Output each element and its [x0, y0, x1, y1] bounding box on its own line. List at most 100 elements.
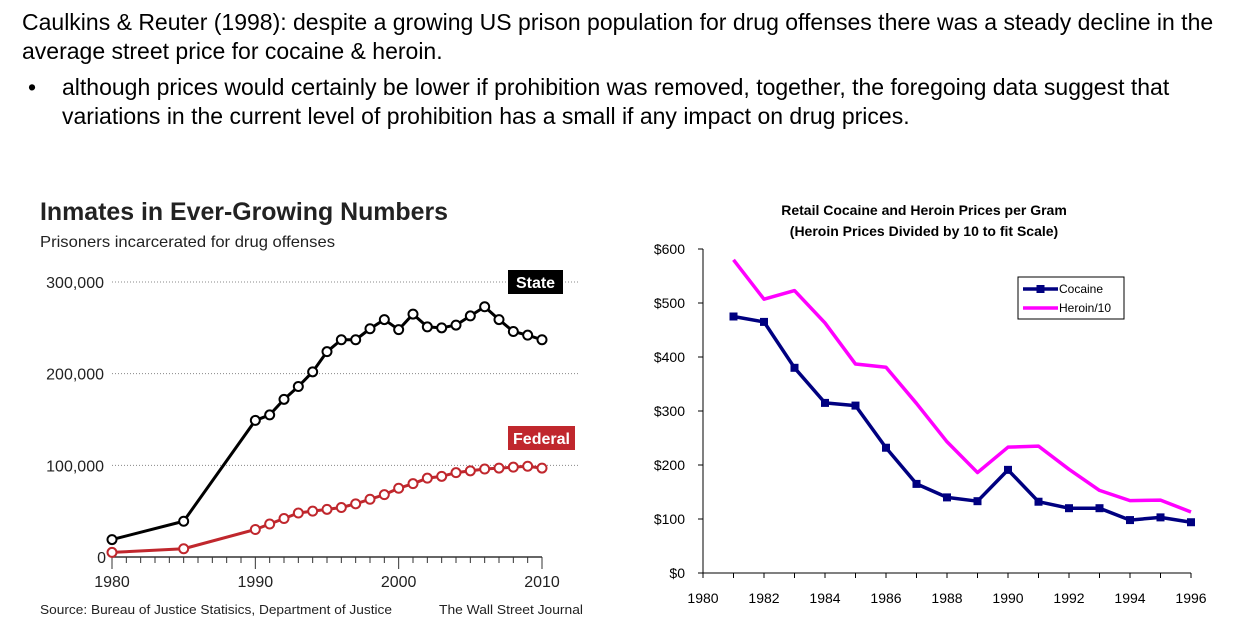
data-point	[364, 323, 376, 335]
data-point	[421, 321, 433, 333]
x-tick-label: 1984	[809, 590, 840, 606]
data-point	[760, 317, 768, 326]
data-point	[912, 479, 921, 488]
x-tick-label: 1988	[931, 590, 962, 606]
x-tick-label: 1990	[992, 590, 1023, 606]
data-point	[436, 470, 448, 482]
data-point	[292, 381, 304, 392]
data-point	[479, 301, 491, 313]
data-point	[178, 543, 190, 555]
data-point	[1034, 497, 1043, 506]
data-point	[350, 498, 362, 510]
data-point	[307, 505, 319, 517]
data-point	[1065, 504, 1073, 513]
data-point	[450, 467, 462, 479]
y-tick-label: 300,000	[46, 275, 104, 292]
series-label-box	[508, 270, 563, 294]
data-point	[1156, 513, 1165, 522]
legend-marker	[1036, 285, 1045, 293]
data-point	[378, 314, 390, 326]
x-tick-label: 2010	[524, 574, 560, 591]
data-point	[973, 497, 982, 506]
bullet-dot: •	[28, 74, 37, 100]
data-point	[249, 524, 261, 535]
drug-prices-chart: Retail Cocaine and Heroin Prices per Gra…	[654, 202, 1207, 606]
data-point	[522, 460, 534, 472]
data-point	[536, 462, 548, 474]
x-tick-label: 1990	[238, 574, 274, 591]
data-point	[378, 489, 390, 501]
data-point	[249, 414, 261, 426]
x-tick-label: 1986	[870, 590, 901, 606]
data-point	[264, 409, 276, 421]
data-point	[464, 310, 476, 322]
data-point	[464, 465, 476, 477]
y-tick-label: $300	[654, 403, 685, 419]
data-point	[350, 334, 362, 346]
y-tick-label: $200	[654, 457, 685, 473]
data-point	[335, 502, 347, 513]
data-point	[178, 515, 190, 527]
data-point	[536, 334, 548, 346]
data-point	[335, 334, 347, 346]
data-point	[436, 322, 448, 334]
data-point	[450, 319, 462, 331]
data-point	[393, 482, 405, 494]
y-tick-label: $100	[654, 511, 685, 527]
data-point	[821, 398, 829, 407]
series-line	[733, 314, 1192, 524]
data-point	[421, 472, 433, 484]
y-tick-label: 200,000	[46, 367, 104, 384]
series-label-box	[508, 426, 575, 450]
legend-label: Heroin/10	[1059, 301, 1111, 315]
data-point	[943, 493, 951, 502]
y-tick-label: $600	[654, 241, 685, 257]
data-point	[882, 443, 890, 452]
inmates-chart: Inmates in Ever-Growing Numbers Prisoners…	[40, 198, 583, 617]
chart-subtitle: Prisoners incarcerated for drug offenses	[40, 234, 335, 251]
data-point	[393, 324, 405, 336]
legend-label: Cocaine	[1059, 282, 1103, 296]
x-tick-label: 1994	[1114, 590, 1145, 606]
y-tick-label: $0	[669, 565, 685, 581]
data-point	[1095, 504, 1104, 513]
y-tick-label: $500	[654, 295, 685, 311]
data-point	[364, 493, 376, 505]
series-line	[732, 258, 1192, 514]
x-tick-label: 1996	[1175, 590, 1206, 606]
intro-paragraph: Caulkins & Reuter (1998): despite a grow…	[22, 9, 1214, 64]
x-tick-label: 1980	[94, 574, 130, 591]
x-tick-label: 1982	[748, 590, 779, 606]
data-point	[479, 463, 491, 475]
bullet-item: • although prices would certainly be low…	[22, 73, 1222, 131]
chart-title: Retail Cocaine and Heroin Prices per Gra…	[781, 202, 1067, 218]
data-point	[278, 393, 290, 405]
data-point	[307, 366, 319, 378]
data-point	[790, 363, 799, 372]
data-point	[1187, 518, 1195, 527]
slide-text: Caulkins & Reuter (1998): despite a grow…	[22, 8, 1222, 131]
data-point	[1126, 516, 1134, 525]
data-point	[278, 513, 290, 524]
data-point	[507, 461, 519, 473]
source-note: Source: Bureau of Justice Statisics, Dep…	[40, 602, 392, 617]
data-point	[729, 312, 738, 321]
legend-box	[1017, 276, 1125, 320]
y-tick-label: 0	[97, 550, 106, 567]
x-tick-label: 1992	[1053, 590, 1084, 606]
y-tick-label: $400	[654, 349, 685, 365]
x-tick-label: 2000	[381, 574, 417, 591]
data-point	[321, 346, 333, 358]
data-point	[407, 308, 419, 320]
series-label: State	[516, 275, 555, 292]
data-point	[507, 326, 519, 337]
data-point	[292, 507, 304, 519]
data-point	[321, 503, 333, 515]
y-tick-label: 100,000	[46, 458, 104, 475]
data-point	[493, 314, 505, 326]
chart-subtitle: (Heroin Prices Divided by 10 to fit Scal…	[790, 223, 1058, 239]
bullet-text: although prices would certainly be lower…	[62, 74, 1170, 129]
data-point	[493, 462, 505, 474]
data-point	[264, 518, 276, 530]
series-label: Federal	[513, 431, 570, 448]
